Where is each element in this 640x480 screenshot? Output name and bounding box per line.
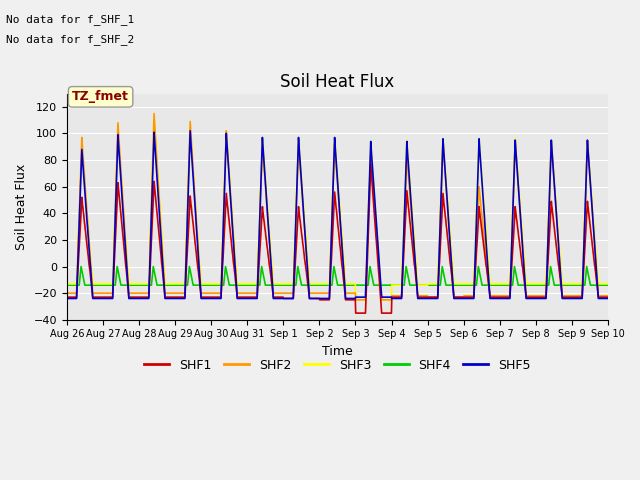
SHF5	[422, 296, 429, 301]
SHF4	[540, 282, 548, 288]
SHF1	[244, 294, 252, 300]
Y-axis label: Soil Heat Flux: Soil Heat Flux	[15, 164, 28, 250]
SHF3	[422, 282, 430, 288]
SHF5	[540, 296, 548, 301]
SHF3	[170, 281, 178, 287]
X-axis label: Time: Time	[322, 345, 353, 358]
SHF3	[352, 297, 360, 303]
SHF2	[541, 293, 548, 299]
SHF2	[493, 293, 500, 299]
Line: SHF2: SHF2	[67, 113, 608, 300]
SHF1	[170, 294, 178, 300]
SHF2	[170, 290, 178, 296]
SHF4	[170, 282, 178, 288]
Text: TZ_fmet: TZ_fmet	[72, 90, 129, 103]
Title: Soil Heat Flux: Soil Heat Flux	[280, 72, 395, 91]
Line: SHF5: SHF5	[67, 131, 608, 299]
SHF2	[184, 205, 191, 211]
SHF2	[244, 290, 252, 296]
Text: No data for f_SHF_2: No data for f_SHF_2	[6, 34, 134, 45]
SHF5	[244, 296, 252, 301]
SHF4	[604, 282, 612, 288]
SHF2	[604, 293, 612, 299]
SHF3	[604, 281, 612, 287]
Line: SHF4: SHF4	[67, 266, 608, 285]
SHF1	[422, 294, 430, 300]
SHF3	[244, 281, 252, 287]
SHF1	[541, 294, 548, 300]
SHF1	[493, 294, 500, 300]
SHF4	[493, 282, 500, 288]
SHF3	[150, 113, 158, 119]
Legend: SHF1, SHF2, SHF3, SHF4, SHF5: SHF1, SHF2, SHF3, SHF4, SHF5	[139, 354, 536, 377]
SHF5	[604, 296, 612, 301]
Text: No data for f_SHF_1: No data for f_SHF_1	[6, 14, 134, 25]
SHF2	[150, 110, 158, 116]
SHF5	[183, 224, 191, 229]
Line: SHF1: SHF1	[67, 164, 608, 313]
SHF3	[493, 281, 500, 287]
SHF2	[63, 290, 70, 296]
SHF5	[170, 296, 178, 301]
SHF5	[493, 296, 500, 301]
SHF1	[63, 294, 70, 300]
SHF1	[367, 161, 374, 167]
SHF5	[63, 296, 70, 301]
SHF4	[184, 282, 191, 288]
SHF4	[422, 282, 429, 288]
SHF3	[184, 205, 191, 211]
SHF2	[352, 297, 360, 303]
SHF1	[183, 252, 191, 257]
SHF2	[422, 293, 430, 299]
SHF1	[604, 294, 612, 300]
Line: SHF3: SHF3	[67, 116, 608, 300]
SHF4	[63, 282, 70, 288]
SHF3	[541, 281, 548, 287]
SHF4	[244, 282, 252, 288]
SHF4	[77, 264, 85, 269]
SHF3	[63, 281, 70, 287]
SHF1	[352, 310, 360, 316]
SHF5	[186, 128, 194, 134]
